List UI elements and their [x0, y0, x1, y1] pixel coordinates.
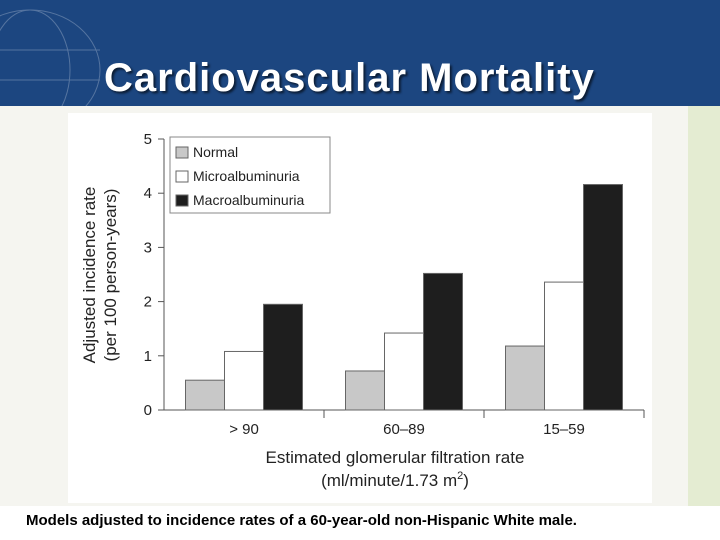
legend-box: [169, 136, 331, 214]
bar-macroalbuminuria: [263, 303, 303, 411]
y-tick-label: 0: [144, 402, 152, 419]
chart-legend: Normal Microalbuminuria Macroalbuminuria: [169, 136, 331, 214]
x-axis-label-line2: (ml/minute/1.73 m2): [321, 470, 469, 490]
legend-swatch-normal: [175, 146, 189, 159]
x-axis-label-close: ): [463, 471, 469, 490]
x-tick-label: 15–59: [543, 421, 585, 438]
x-tick-label: > 90: [229, 421, 259, 438]
x-axis-label-unit: (ml/minute/1.73 m: [321, 471, 457, 490]
y-tick-label: 3: [144, 239, 152, 256]
legend-swatch-microalbuminuria: [175, 170, 189, 183]
legend-label-macroalbuminuria: Macroalbuminuria: [193, 192, 304, 208]
y-tick-label: 1: [144, 348, 152, 365]
bar-microalbuminuria: [224, 350, 264, 411]
bar-macroalbuminuria: [423, 272, 463, 411]
header-band: [0, 0, 720, 106]
chart-panel: 0 1 2 3 4 5 > 90 60–89 15–59 Adjusted incidence…: [68, 113, 652, 503]
bar-microalbuminuria: [384, 332, 424, 411]
legend-label-microalbuminuria: Microalbuminuria: [193, 168, 300, 184]
y-tick-label: 5: [144, 131, 152, 148]
x-tick-label: 60–89: [383, 421, 425, 438]
accent-band: [688, 106, 720, 508]
y-tick-label: 2: [144, 294, 152, 311]
slide-title: Cardiovascular Mortality: [104, 56, 595, 100]
y-axis-label-line1: Adjusted incidence rate: [80, 187, 99, 364]
slide-caption: Models adjusted to incidence rates of a …: [26, 512, 577, 529]
legend-swatch-macroalbuminuria: [175, 194, 189, 207]
bar-normal: [345, 370, 385, 411]
x-axis-label-sup: 2: [457, 470, 463, 482]
footer-band: [0, 506, 720, 540]
bar-normal: [185, 379, 225, 411]
y-tick-label: 4: [144, 185, 152, 202]
legend-label-normal: Normal: [193, 144, 238, 160]
bar-normal: [505, 345, 545, 411]
y-axis-label-line2: (per 100 person-years): [101, 189, 120, 362]
bar-chart: 0 1 2 3 4 5 > 90 60–89 15–59 Adjusted incidence…: [80, 131, 645, 490]
bar-microalbuminuria: [544, 281, 584, 411]
globe-graphic: [0, 9, 101, 106]
bar-macroalbuminuria: [583, 184, 623, 411]
x-axis-label-line1: Estimated glomerular filtration rate: [266, 448, 525, 467]
